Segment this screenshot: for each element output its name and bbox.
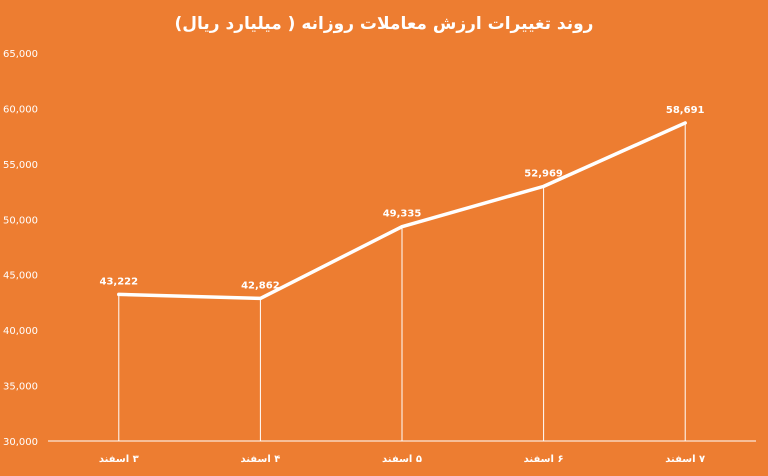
y-tick-label: 65,000 <box>3 49 38 60</box>
data-label: 58,691 <box>666 105 705 116</box>
data-label: 42,862 <box>241 280 280 291</box>
data-point <box>117 292 121 296</box>
x-tick-label: ۵ اسفند <box>382 454 422 465</box>
y-tick-label: 45,000 <box>3 271 38 282</box>
x-tick-label: ۷ اسفند <box>665 454 705 465</box>
y-tick-label: 40,000 <box>3 326 38 337</box>
x-tick-label: ۴ اسفند <box>240 454 280 465</box>
data-label: 49,335 <box>383 209 422 220</box>
y-tick-label: 60,000 <box>3 104 38 115</box>
y-tick-label: 50,000 <box>3 215 38 226</box>
data-point <box>542 184 546 188</box>
y-tick-label: 30,000 <box>3 437 38 448</box>
x-tick-label: ۶ اسفند <box>524 454 564 465</box>
data-point <box>400 225 404 229</box>
data-point <box>683 121 687 125</box>
chart-title: روند تغییرات ارزش معاملات روزانه ( میلیا… <box>174 14 594 34</box>
data-point <box>258 296 262 300</box>
data-label: 52,969 <box>524 168 563 179</box>
x-tick-label: ۳ اسفند <box>99 454 139 465</box>
data-label: 43,222 <box>100 276 139 287</box>
y-tick-label: 55,000 <box>3 160 38 171</box>
y-tick-label: 35,000 <box>3 382 38 393</box>
